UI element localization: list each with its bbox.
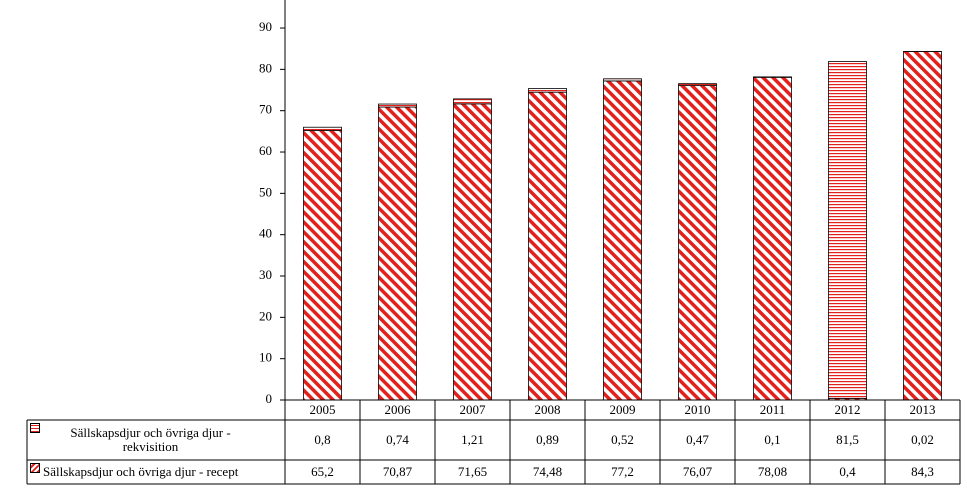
x-tick-label: 2009	[609, 402, 636, 417]
data-label: 74,48	[532, 464, 563, 479]
data-label: 84,3	[911, 464, 934, 479]
x-tick-label: 2007	[459, 402, 486, 417]
bar-segment	[603, 78, 642, 82]
bar-segment	[378, 106, 417, 401]
data-label: 0,52	[611, 432, 634, 447]
y-tick-label: 50	[259, 184, 272, 199]
data-label: 70,87	[382, 464, 413, 479]
data-label: 0,1	[764, 432, 781, 447]
data-label: 0,02	[911, 432, 934, 447]
x-tick-label: 2005	[309, 402, 336, 417]
bar-segment	[453, 98, 492, 105]
data-label: 0,74	[386, 432, 409, 447]
bar-segment	[303, 130, 342, 401]
x-tick-label: 2011	[759, 402, 786, 417]
bar-segment	[378, 103, 417, 108]
data-label: 71,65	[457, 464, 488, 479]
x-tick-label: 2010	[684, 402, 711, 417]
legend-key	[30, 423, 40, 433]
data-label: 0,4	[839, 464, 856, 479]
data-label: 0,8	[314, 432, 331, 447]
data-label: 65,2	[311, 464, 334, 479]
y-tick-label: 70	[259, 102, 272, 117]
bar-segment	[753, 76, 792, 401]
y-tick-label: 80	[259, 60, 272, 75]
y-tick-label: 40	[259, 226, 272, 241]
x-tick-label: 2012	[834, 402, 861, 417]
data-label: 0,89	[536, 432, 559, 447]
bar-segment	[678, 83, 717, 87]
data-label: 81,5	[836, 432, 859, 447]
legend-key	[30, 463, 40, 473]
bar-segment	[453, 103, 492, 401]
data-label: 77,2	[611, 464, 634, 479]
bar-segment	[903, 51, 942, 401]
legend-label: Sällskapsdjur och övriga djur - rekvisit…	[70, 425, 231, 454]
y-tick-label: 10	[259, 350, 272, 365]
bar-segment	[528, 91, 567, 401]
y-tick-label: 20	[259, 308, 272, 323]
y-tick-label: 90	[259, 19, 272, 34]
bar-segment	[678, 85, 717, 401]
y-tick-label: 0	[266, 391, 273, 406]
bar-segment	[828, 61, 867, 399]
x-tick-label: 2013	[909, 402, 936, 417]
y-tick-label: 60	[259, 143, 272, 158]
data-label: 78,08	[757, 464, 788, 479]
x-tick-label: 2008	[534, 402, 561, 417]
x-tick-label: 2006	[384, 402, 411, 417]
data-label: 76,07	[682, 464, 713, 479]
legend-entry: Sällskapsdjur och övriga djur - rekvisit…	[27, 420, 285, 460]
y-tick-label: 30	[259, 267, 272, 282]
bar-segment	[603, 80, 642, 401]
data-label: 1,21	[461, 432, 484, 447]
legend-label: Sällskapsdjur och övriga djur - recept	[43, 464, 239, 479]
bar-segment	[528, 88, 567, 93]
data-label: 0,47	[686, 432, 709, 447]
bar-segment	[303, 126, 342, 131]
legend-entry: Sällskapsdjur och övriga djur - recept	[27, 460, 285, 484]
